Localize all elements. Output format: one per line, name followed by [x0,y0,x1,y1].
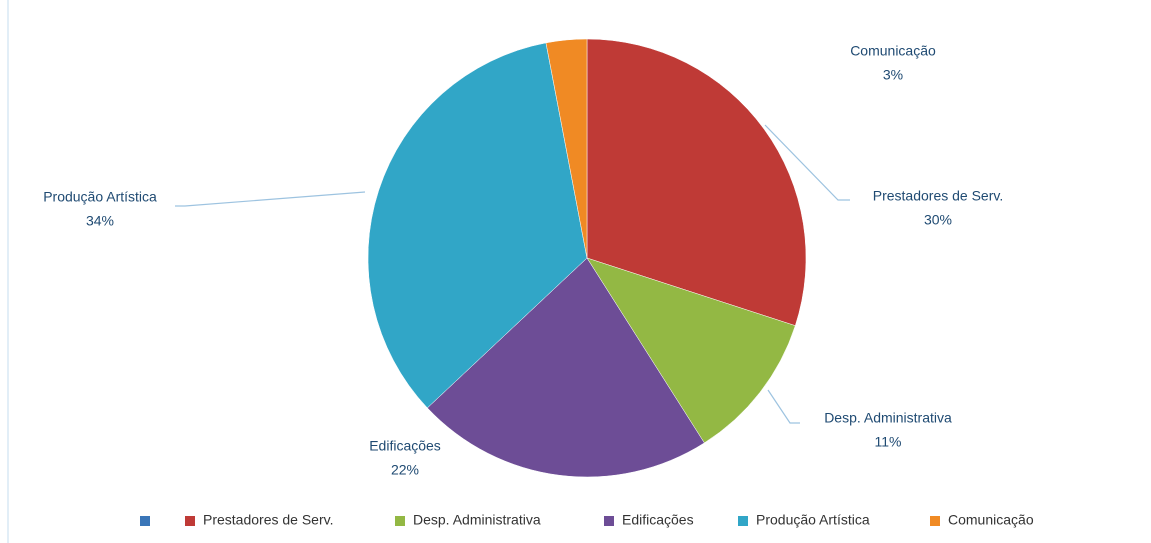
pie-slice [586,38,807,326]
legend-swatch [140,516,150,526]
legend-label: Comunicação [948,512,1034,528]
legend-label: Prestadores de Serv. [203,512,333,528]
data-label-name: Prestadores de Serv. [873,188,1003,204]
legend-label: Desp. Administrativa [413,512,541,528]
data-label-name: Edificações [369,438,441,454]
data-label-name: Comunicação [850,43,936,59]
leader-line [175,191,366,207]
pie-slice [427,257,705,478]
data-label-name: Desp. Administrativa [824,410,952,426]
legend-swatch [395,516,405,526]
pie-slice [545,38,588,259]
legend-swatch [604,516,614,526]
legend-swatch [738,516,748,526]
data-label-value: 30% [924,212,952,228]
legend-swatch [930,516,940,526]
data-label-name: Produção Artística [43,189,157,205]
data-label-value: 11% [875,434,902,450]
pie-slice [367,42,588,409]
legend-label: Produção Artística [756,512,870,528]
legend-label: Edificações [622,512,694,528]
data-label-value: 34% [86,213,114,229]
data-label-value: 22% [391,462,419,478]
pie-slice [586,257,796,444]
leader-line [767,389,800,424]
leader-line [764,124,850,201]
legend-swatch [185,516,195,526]
data-label-value: 3% [883,67,903,83]
